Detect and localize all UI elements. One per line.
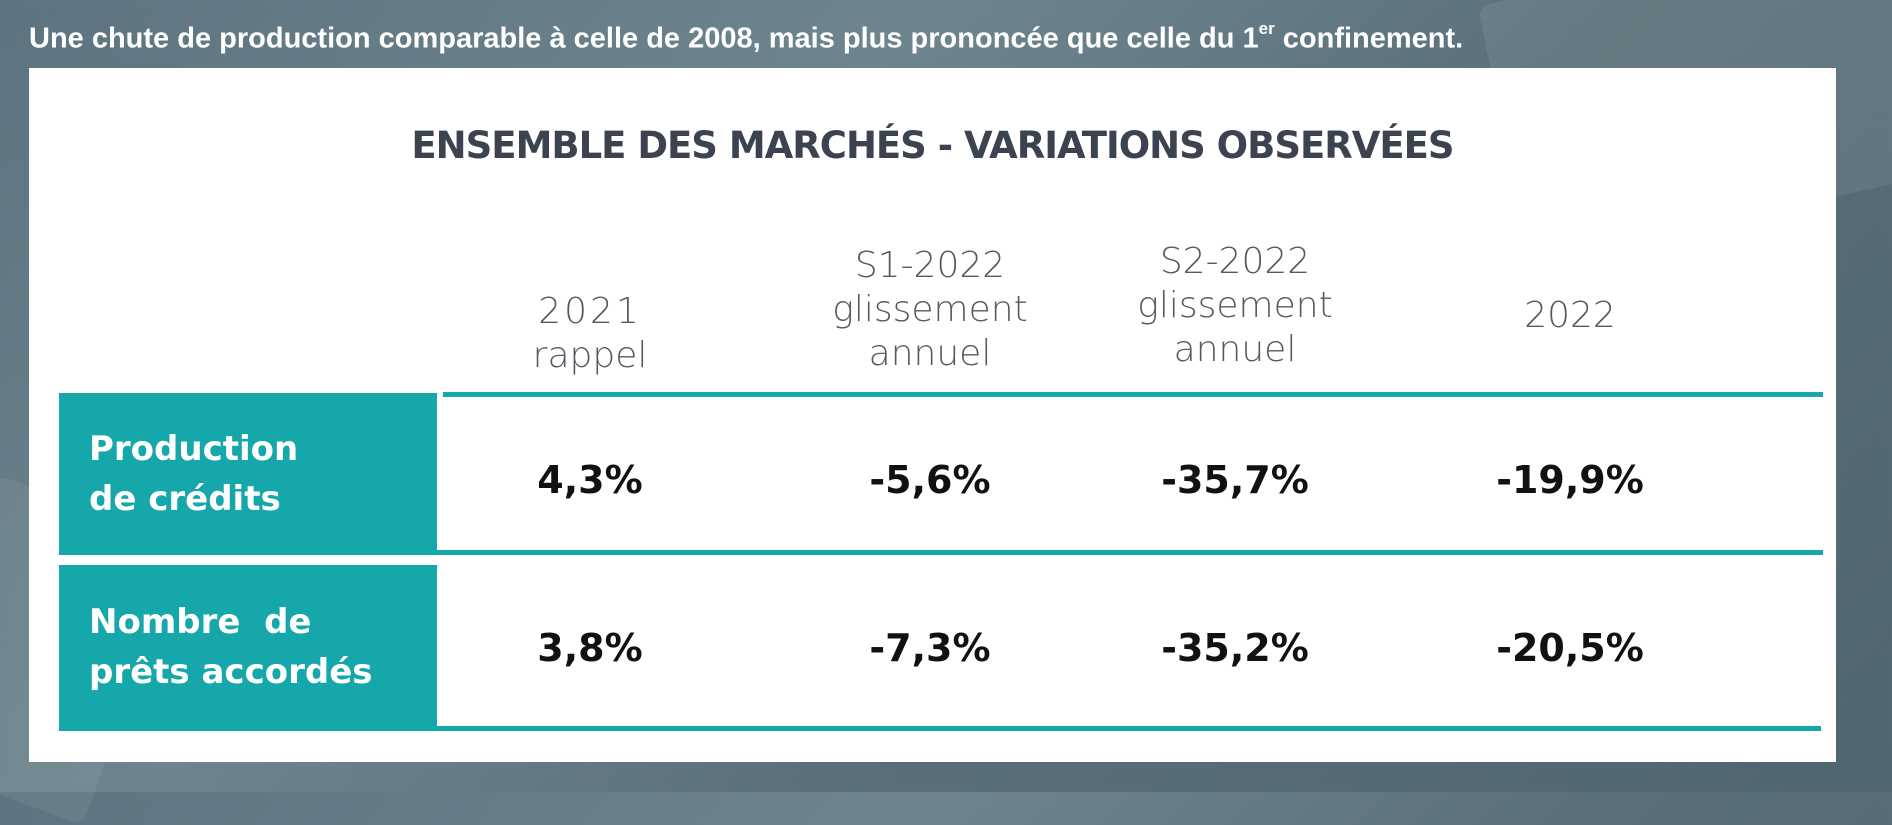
column-header-2022: 2022	[1524, 295, 1616, 336]
table-cell: -35,7%	[1161, 458, 1309, 502]
column-header-2021: 2021 rappel	[532, 291, 648, 376]
table-cell: -19,9%	[1496, 458, 1644, 502]
row-label-nombre-prets: Nombre de prêts accordés	[59, 565, 437, 728]
table-card: ENSEMBLE DES MARCHÉS - VARIATIONS OBSERV…	[29, 68, 1836, 762]
table-cell: -7,3%	[869, 626, 991, 670]
page-heading: Une chute de production comparable à cel…	[29, 19, 1464, 55]
column-header-s1-2022: S1-2022 glissement annuel	[832, 245, 1028, 374]
row-label-production: Production de crédits	[59, 393, 437, 555]
table-cell: -35,2%	[1161, 626, 1309, 670]
table-cell: -20,5%	[1496, 626, 1644, 670]
table-cell: 4,3%	[537, 458, 643, 502]
column-header-s2-2022: S2-2022 glissement annuel	[1137, 241, 1333, 370]
table-rule-bottom	[59, 726, 1821, 731]
table-cell: 3,8%	[537, 626, 643, 670]
table-rule-top	[443, 392, 1823, 397]
table-cell: -5,6%	[869, 458, 991, 502]
table-title: ENSEMBLE DES MARCHÉS - VARIATIONS OBSERV…	[411, 124, 1454, 167]
table-rule-middle	[59, 550, 1823, 555]
